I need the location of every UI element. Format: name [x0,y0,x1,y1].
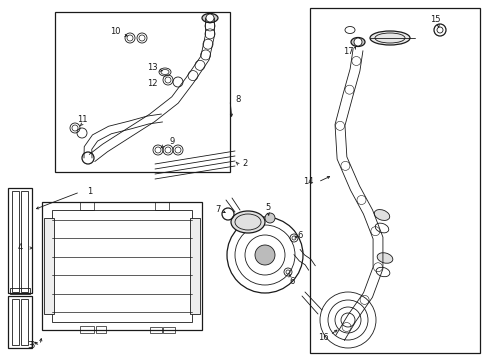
Ellipse shape [202,13,218,22]
Bar [21,299,28,345]
Bar [52,210,192,322]
Bar [96,326,106,333]
Ellipse shape [350,37,364,46]
Bar [163,327,175,333]
Bar [309,8,479,353]
Ellipse shape [376,253,392,263]
Bar [21,191,28,292]
Bar [55,12,229,172]
Circle shape [353,38,361,46]
Bar [155,202,169,210]
Ellipse shape [230,211,264,233]
Text: 16: 16 [317,333,327,342]
Text: 11: 11 [77,116,87,125]
Circle shape [264,213,274,223]
Text: 5: 5 [265,203,270,212]
Bar [44,218,54,314]
Circle shape [205,14,214,22]
Text: 2: 2 [242,159,247,168]
Text: 4: 4 [18,243,22,252]
Bar [190,218,200,314]
Text: 12: 12 [146,78,157,87]
Bar [42,202,202,330]
Ellipse shape [369,31,409,45]
Text: 17: 17 [342,48,353,57]
Bar [12,191,19,292]
Text: 9: 9 [169,138,174,147]
Bar [8,296,32,348]
Bar [80,326,94,333]
Text: 8: 8 [235,95,240,104]
Bar [12,299,19,345]
Text: 6: 6 [289,278,294,287]
Bar [80,202,94,210]
Text: 10: 10 [109,27,120,36]
Text: 3: 3 [29,342,35,351]
Text: 3: 3 [27,341,33,350]
Text: 7: 7 [215,206,220,215]
Text: 15: 15 [429,15,439,24]
Text: 1: 1 [87,188,92,197]
Bar [10,288,30,294]
Bar [8,188,32,293]
Bar [150,327,162,333]
Text: 6: 6 [297,230,302,239]
Text: 14: 14 [302,177,313,186]
Ellipse shape [373,210,389,220]
Text: 13: 13 [146,63,157,72]
Circle shape [254,245,274,265]
